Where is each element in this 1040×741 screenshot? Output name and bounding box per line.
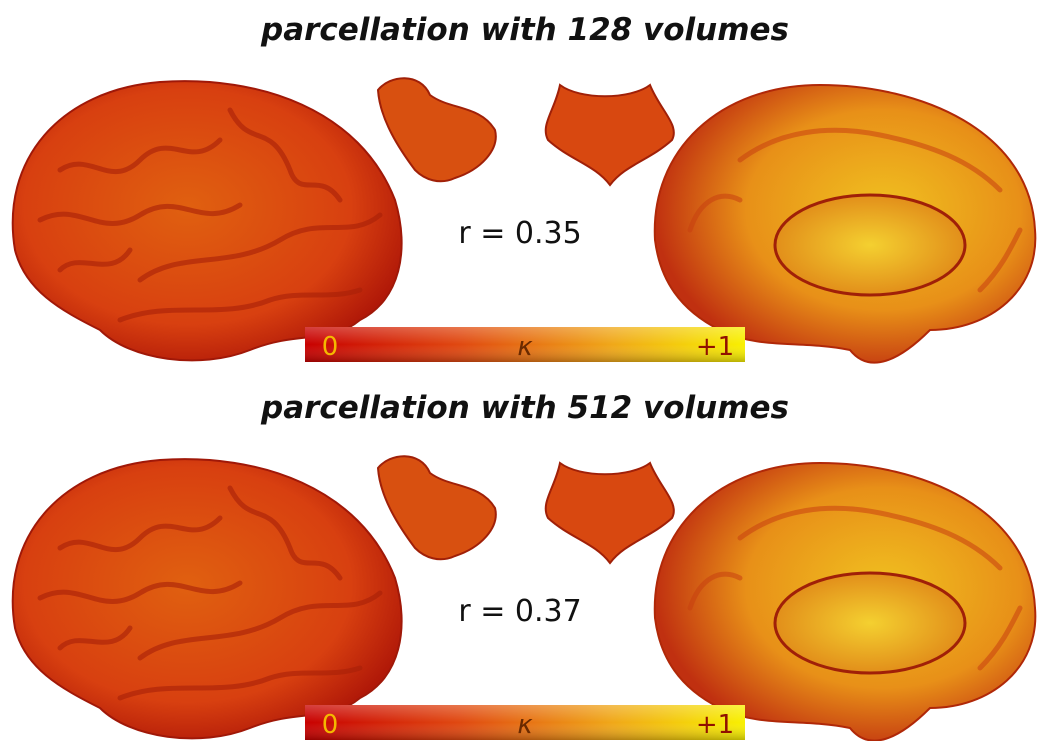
panel-title: parcellation with 512 volumes xyxy=(260,390,789,426)
figure: parcellation with 128 volumes r = 0.35 0… xyxy=(0,0,1040,741)
colorbar-symbol: κ xyxy=(517,710,533,740)
correlation: r = 0.35 xyxy=(458,216,581,251)
colorbar-max: +1 xyxy=(696,710,734,740)
panel-title: parcellation with 128 volumes xyxy=(260,12,789,48)
colorbar-min: 0 xyxy=(322,710,339,740)
panel: parcellation with 512 volumes r = 0.37 0… xyxy=(13,390,1036,741)
page: parcellation with 128 volumes r = 0.35 0… xyxy=(0,0,1040,741)
panel: parcellation with 128 volumes r = 0.35 0… xyxy=(13,12,1036,363)
colorbar-max: +1 xyxy=(696,332,734,362)
correlation: r = 0.37 xyxy=(458,594,581,629)
colorbar-min: 0 xyxy=(322,332,339,362)
colorbar-symbol: κ xyxy=(517,332,533,362)
